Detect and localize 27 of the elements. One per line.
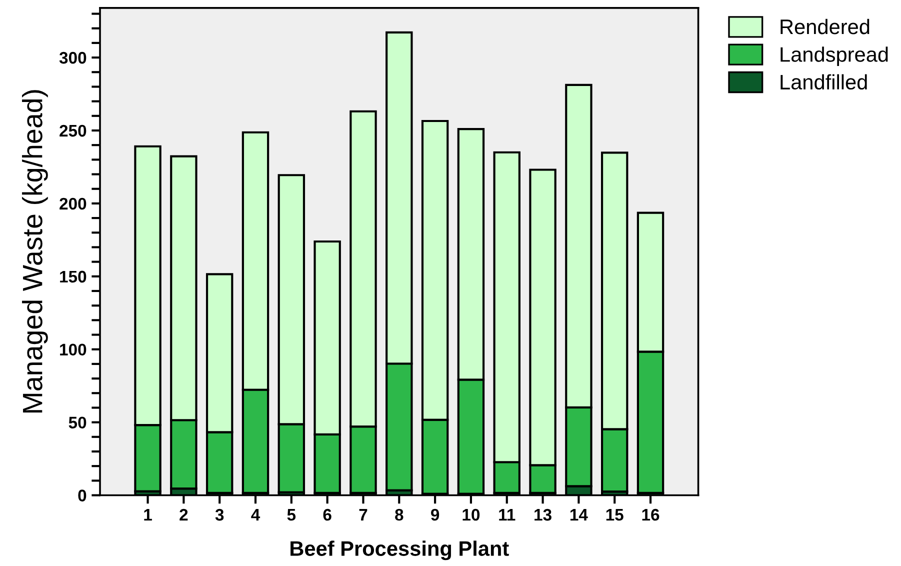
x-tick-label: 3 (215, 508, 224, 521)
x-tick-label: 9 (430, 508, 440, 521)
y-tick-label: 150 (60, 270, 86, 283)
y-tick-label: 0 (78, 490, 86, 502)
x-tick-label: 6 (323, 508, 332, 521)
y-tick-label: 250 (60, 124, 86, 137)
y-tick-label: 300 (59, 52, 86, 64)
x-tick-label: 13 (534, 508, 552, 521)
x-tick-label: 5 (287, 509, 296, 521)
x-tick-label: 7 (359, 509, 368, 521)
legend-label: Landfilled (780, 74, 867, 90)
x-axis-title: Beef Processing Plant (290, 540, 509, 560)
legend-label: Rendered (780, 18, 870, 34)
x-tick-label: 8 (395, 508, 404, 521)
y-tick-label: 200 (60, 198, 86, 210)
x-tick-label: 10 (462, 508, 480, 521)
y-tick-label: 100 (60, 344, 86, 356)
y-tick-label: 50 (68, 416, 86, 428)
x-tick-label: 2 (180, 508, 188, 521)
x-tick-label: 15 (606, 509, 624, 521)
x-tick-label: 1 (144, 509, 152, 521)
x-tick-label: 11 (499, 509, 516, 521)
x-tick-label: 4 (251, 509, 260, 521)
y-axis-title: Managed Waste (kg/head) (22, 90, 48, 412)
x-tick-label: 16 (642, 508, 660, 521)
x-tick-label: 14 (570, 509, 588, 521)
legend-label: Landspread (780, 46, 888, 66)
